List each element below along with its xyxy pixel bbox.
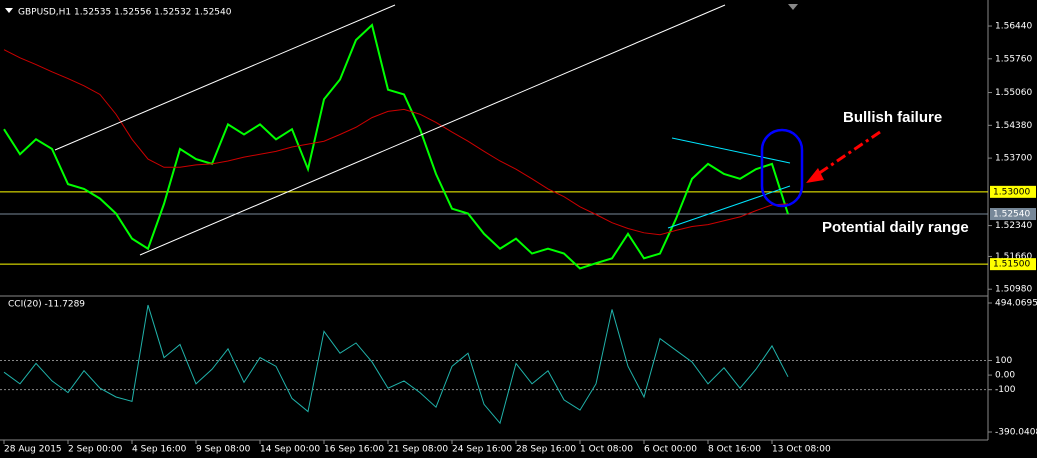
trend-line [667,185,791,229]
channel-line [54,4,396,151]
x-tick-label: 13 Oct 08:00 [772,445,831,455]
arrow [814,130,881,178]
annotation: Bullish failure [843,109,942,126]
y-tick-label: 1.54380 [995,121,1032,131]
indicator-title: CCI(20) -11.7289 [8,300,85,310]
price-label-box [990,185,1036,198]
price-label: 1.53000 [993,187,1030,197]
price-label: 1.51500 [993,260,1030,270]
y-tick-label: 1.56440 [995,22,1032,32]
y-tick-label: 100 [995,356,1012,366]
y-tick-label: -100 [995,385,1016,395]
x-tick-label: 2 Sep 00:00 [68,445,123,455]
x-tick-label: 28 Aug 2015 [4,445,62,455]
price-label: 1.52540 [993,210,1030,220]
price-label-box [990,208,1036,221]
x-tick-label: 4 Sep 16:00 [132,445,187,455]
x-tick-label: 6 Oct 00:00 [644,445,697,455]
trend-line [671,137,791,164]
x-tick-label: 1 Oct 08:00 [580,445,633,455]
arrow-head [806,168,824,183]
y-tick-label: 1.55060 [995,88,1032,98]
y-tick-label: -390.0408 [995,428,1037,438]
series-line [3,23,789,270]
menu-arrow [5,8,13,13]
x-tick-label: 24 Sep 16:00 [452,445,512,455]
price-label-box [990,258,1036,271]
series-line [3,304,789,425]
series-line [3,49,789,236]
channel-line [139,4,726,256]
y-tick-label: 1.50980 [995,285,1032,295]
x-tick-label: 8 Oct 16:00 [708,445,761,455]
shift-marker [788,4,798,10]
highlight-ellipse [760,128,804,208]
annotation: Potential daily range [822,219,969,236]
layer: 1.56440 1.55760 1.55060 1.54380 1.53700 1.523… [0,22,1037,455]
x-tick-label: 16 Sep 16:00 [324,445,384,455]
x-tick-label: 28 Sep 16:00 [516,445,576,455]
y-tick-label: 1.52340 [995,221,1032,231]
y-tick-label: 1.55760 [995,54,1032,64]
x-tick-label: 21 Sep 08:00 [388,445,448,455]
y-tick-label: 494.0695 [995,299,1037,309]
y-tick-label: 1.51660 [995,252,1032,262]
x-tick-label: 14 Sep 00:00 [260,445,320,455]
y-tick-label: 1.53700 [995,154,1032,164]
x-tick-label: 9 Sep 08:00 [196,445,251,455]
y-tick-label: 0.00 [995,371,1015,381]
chart-title: GBPUSD,H1 1.52535 1.52556 1.52532 1.5254… [18,8,232,18]
